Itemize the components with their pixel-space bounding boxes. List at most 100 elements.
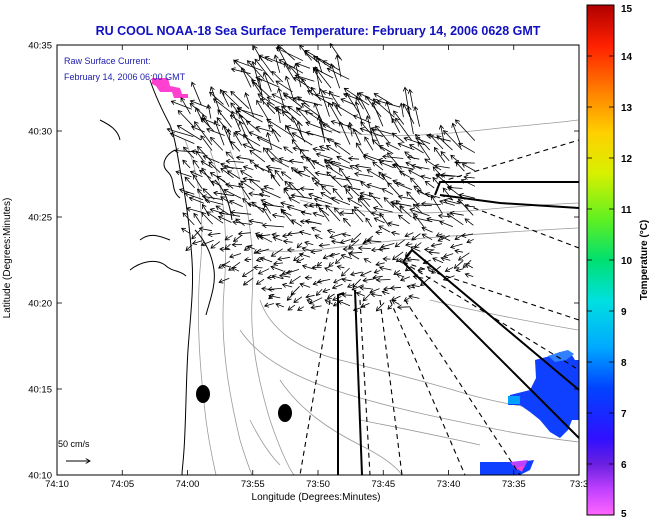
current-vector (422, 234, 433, 241)
current-vector (361, 270, 372, 276)
current-vector (441, 258, 451, 261)
colorbar-tick-label: 5 (621, 509, 627, 519)
current-vector (260, 258, 273, 263)
current-vector (272, 94, 285, 101)
current-vector (382, 189, 394, 195)
sst-patches (152, 78, 579, 475)
current-vector (171, 101, 192, 110)
current-vector (407, 259, 420, 260)
current-vector (388, 183, 400, 197)
current-vector (340, 239, 351, 243)
current-vector (306, 122, 333, 133)
current-vector (271, 248, 283, 256)
current-vector (243, 269, 254, 276)
current-vector (373, 276, 383, 278)
current-vector (273, 237, 283, 241)
current-vector (348, 284, 355, 287)
current-vector (450, 213, 464, 215)
current-vector (189, 198, 205, 204)
current-vector (197, 147, 212, 163)
current-vector (361, 303, 370, 306)
current-vector (302, 248, 312, 251)
current-vector (321, 120, 326, 143)
current-vector (376, 263, 385, 265)
current-vector (234, 235, 242, 242)
current-vector (455, 251, 463, 253)
current-vector (435, 166, 450, 168)
x-tick-label: 74:00 (176, 479, 200, 490)
current-vector (253, 62, 261, 90)
current-vector (412, 166, 430, 170)
current-vector (265, 304, 275, 307)
current-vector (337, 55, 342, 78)
current-vector (344, 218, 351, 227)
current-vector (367, 185, 383, 190)
current-vector (397, 274, 405, 277)
current-vector (394, 269, 401, 274)
current-vector (323, 289, 331, 292)
current-vector (331, 162, 351, 169)
current-vector (342, 234, 351, 236)
current-vector (379, 248, 390, 249)
current-vector (396, 183, 413, 191)
current-vector (369, 193, 383, 208)
current-vector (333, 283, 343, 288)
current-vector (327, 172, 343, 188)
current-vector (336, 105, 355, 117)
current-vector (317, 203, 330, 222)
x-axis-label: Longitude (Degrees:Minutes) (252, 492, 381, 503)
caption-line-2: February 14, 2006 06:00 GMT (64, 72, 186, 82)
current-vector (353, 278, 361, 287)
current-vector (263, 225, 284, 227)
current-vector (176, 172, 192, 178)
current-vector (294, 78, 314, 91)
current-vector (381, 243, 395, 247)
current-vector (289, 198, 300, 204)
station-marker-1 (196, 385, 210, 403)
current-vector (228, 171, 240, 179)
current-vector (288, 106, 301, 117)
current-vector (261, 200, 274, 206)
current-vector (356, 143, 364, 155)
x-tick-label: 73:40 (437, 479, 461, 490)
current-vector (312, 161, 325, 168)
current-vector (422, 228, 433, 233)
current-vector (366, 218, 372, 228)
current-vector (339, 301, 351, 307)
map-plot: 50 cm/s Raw Surface Current: February 14… (56, 44, 580, 476)
current-vector (226, 161, 244, 162)
current-vector (357, 93, 371, 118)
current-vector (456, 269, 464, 271)
current-vector (187, 208, 204, 214)
y-tick-label: 40:30 (28, 127, 52, 138)
current-vector (205, 200, 224, 205)
current-vector (219, 277, 230, 282)
current-vector (314, 199, 333, 205)
current-vector (178, 111, 195, 128)
current-vector (241, 181, 255, 191)
current-vector (231, 142, 241, 152)
current-vector (373, 162, 384, 171)
current-vector (177, 126, 202, 141)
current-vector (340, 213, 354, 214)
current-vector (374, 208, 393, 213)
current-vector (284, 147, 293, 154)
current-vector (212, 181, 222, 187)
colorbar-tick-label: 8 (621, 358, 627, 369)
current-vector (383, 156, 404, 158)
current-vector (274, 263, 284, 264)
current-vector (346, 178, 363, 182)
current-vector (219, 216, 232, 223)
current-vector (201, 118, 214, 132)
current-vector (456, 120, 476, 141)
current-vector (337, 157, 351, 164)
current-vector (340, 122, 351, 145)
current-vector (290, 161, 304, 163)
current-vector (183, 213, 195, 226)
current-vector (454, 260, 464, 268)
current-vector (259, 56, 273, 74)
current-vector (195, 122, 213, 146)
current-vector (281, 172, 292, 180)
current-vector (326, 205, 341, 222)
current-vector (315, 183, 334, 187)
